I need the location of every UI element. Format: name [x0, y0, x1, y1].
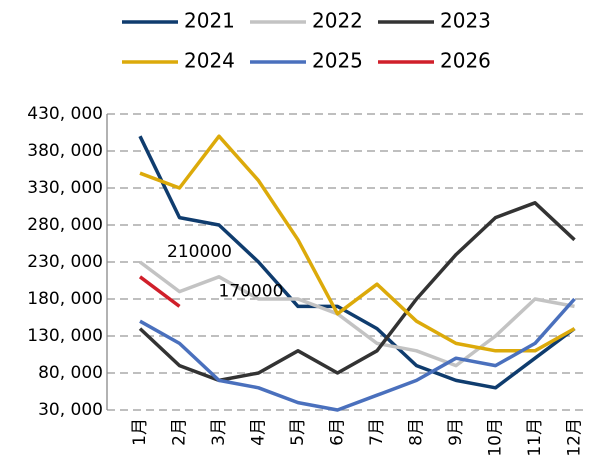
y-tick-label: 380, 000 — [27, 141, 103, 161]
series-line — [138, 275, 181, 308]
series-line — [138, 260, 575, 368]
series-line — [139, 134, 576, 353]
series-line — [138, 135, 576, 390]
y-tick-label: 130, 000 — [27, 326, 103, 346]
x-tick-label: 9月 — [446, 418, 466, 446]
data-label: 170000 — [219, 281, 284, 301]
y-tick-label: 230, 000 — [27, 252, 103, 272]
x-tick-label: 1月 — [130, 418, 150, 446]
legend-label: 2024 — [184, 49, 235, 73]
x-tick-label: 7月 — [367, 418, 387, 446]
legend-label: 2022 — [312, 9, 363, 33]
y-tick-label: 330, 000 — [27, 178, 103, 198]
y-tick-label: 280, 000 — [27, 215, 103, 235]
x-tick-label: 11月 — [525, 418, 545, 457]
x-tick-label: 12月 — [565, 418, 585, 457]
x-tick-label: 4月 — [249, 418, 269, 446]
y-tick-label: 180, 000 — [27, 289, 103, 309]
legend-label: 2025 — [312, 49, 363, 73]
y-tick-label: 80, 000 — [38, 363, 103, 383]
x-tick-label: 5月 — [288, 418, 308, 446]
x-tick-label: 2月 — [170, 418, 190, 446]
series-line — [139, 297, 576, 412]
x-tick-label: 3月 — [209, 418, 229, 446]
legend-label: 2023 — [440, 9, 491, 33]
series-line — [138, 201, 576, 383]
x-tick-label: 8月 — [407, 418, 427, 446]
legend-label: 2026 — [440, 49, 491, 73]
legend-label: 2021 — [184, 9, 235, 33]
y-tick-label: 430, 000 — [27, 104, 103, 124]
x-tick-label: 6月 — [328, 418, 348, 446]
x-tick-label: 10月 — [486, 418, 506, 457]
data-label: 210000 — [167, 242, 232, 262]
y-tick-label: 30, 000 — [38, 400, 103, 420]
